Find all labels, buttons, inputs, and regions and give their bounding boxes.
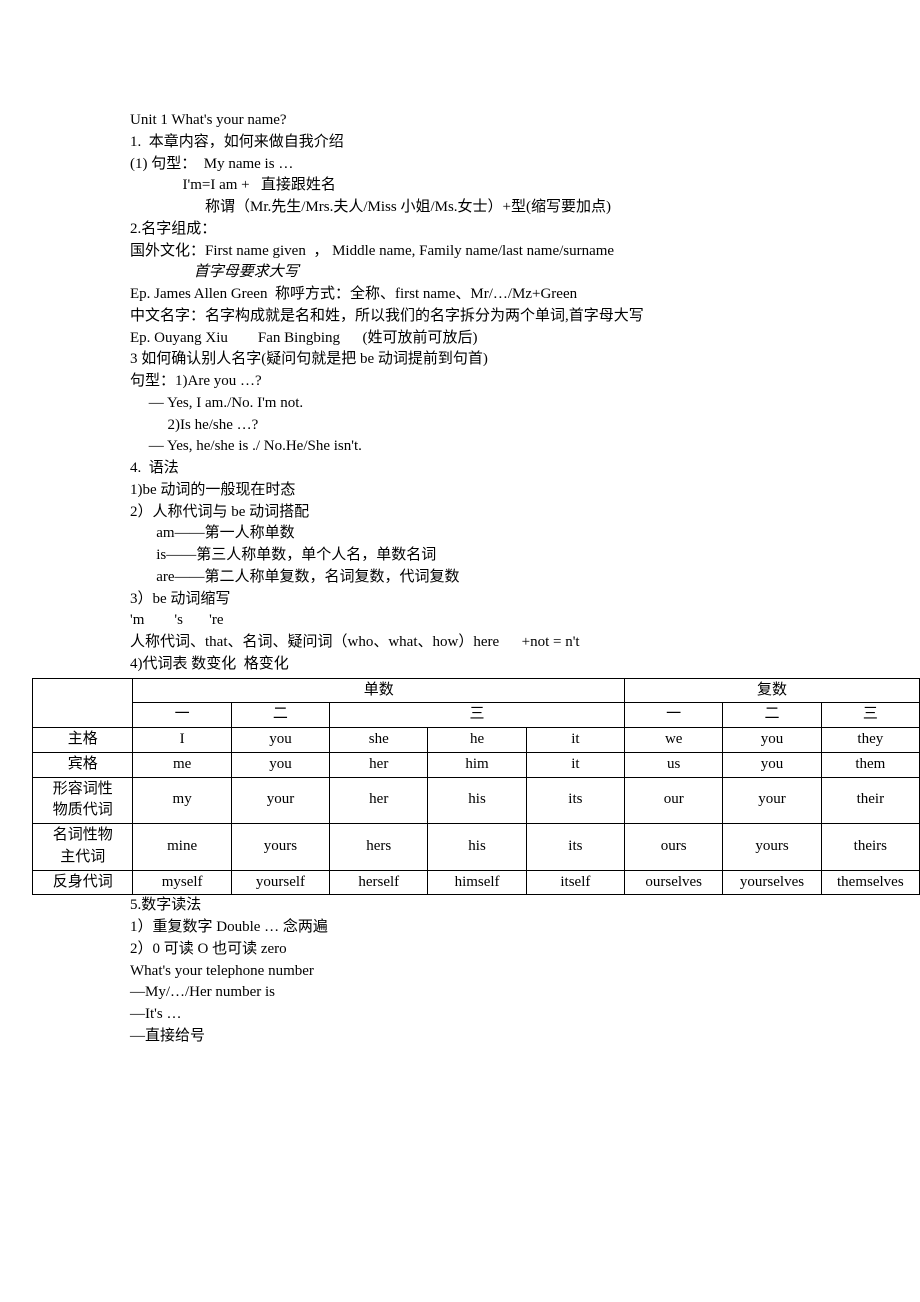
table-body: 主格Iyousheheitweyouthey宾格meyouherhimitusy…	[33, 728, 920, 895]
section-5-line: —My/…/Her number is	[130, 982, 890, 1004]
table-cell: ourselves	[625, 870, 723, 895]
section-5: 5.数字读法	[130, 895, 890, 917]
table-cell: you	[723, 752, 821, 777]
table-cell: it	[526, 728, 624, 753]
table-corner-cell	[33, 678, 133, 728]
table-row: 形容词性物质代词myyourherhisitsouryourtheir	[33, 777, 920, 824]
row-label: 形容词性物质代词	[33, 777, 133, 824]
row-label: 主格	[33, 728, 133, 753]
section-3-line: 句型：1)Are you …?	[130, 371, 890, 393]
table-header-row: 单数 复数	[33, 678, 920, 703]
section-3-line: — Yes, I am./No. I'm not.	[130, 393, 890, 415]
table-cell: his	[428, 824, 526, 871]
table-cell: hers	[330, 824, 428, 871]
table-cell: theirs	[821, 824, 919, 871]
table-cell: their	[821, 777, 919, 824]
table-cell: herself	[330, 870, 428, 895]
section-2-line: Ep. James Allen Green 称呼方式：全称、first name…	[130, 284, 890, 306]
section-5-line: —直接给号	[130, 1026, 890, 1048]
section-4-line: 4)代词表 数变化 格变化	[130, 654, 890, 676]
subheader-cell: 二	[723, 703, 821, 728]
section-4-line: 1)be 动词的一般现在时态	[130, 480, 890, 502]
table-row: 主格Iyousheheitweyouthey	[33, 728, 920, 753]
section-4: 4. 语法	[130, 458, 890, 480]
subheader-cell: 一	[133, 703, 231, 728]
table-cell: itself	[526, 870, 624, 895]
table-cell: themselves	[821, 870, 919, 895]
row-label: 反身代词	[33, 870, 133, 895]
section-4-line: is——第三人称单数，单个人名，单数名词	[130, 545, 890, 567]
section-4-line: 'm 's 're	[130, 610, 890, 632]
subheader-cell: 一	[625, 703, 723, 728]
table-cell: us	[625, 752, 723, 777]
section-4-line: 3）be 动词缩写	[130, 589, 890, 611]
table-cell: yours	[231, 824, 329, 871]
section-2-line: 中文名字：名字构成就是名和姓，所以我们的名字拆分为两个单词,首字母大写	[130, 306, 890, 328]
section-4-line: are——第二人称单复数，名词复数，代词复数	[130, 567, 890, 589]
table-cell: her	[330, 777, 428, 824]
unit-title: Unit 1 What's your name?	[130, 110, 890, 132]
table-cell: ours	[625, 824, 723, 871]
table-row: 宾格meyouherhimitusyouthem	[33, 752, 920, 777]
table-cell: we	[625, 728, 723, 753]
table-row: 反身代词myselfyourselfherselfhimselfitselfou…	[33, 870, 920, 895]
table-cell: her	[330, 752, 428, 777]
section-2-note: 首字母要求大写	[130, 262, 890, 284]
section-4-line: am——第一人称单数	[130, 523, 890, 545]
table-cell: yourself	[231, 870, 329, 895]
table-cell: me	[133, 752, 231, 777]
table-cell: I	[133, 728, 231, 753]
table-cell: my	[133, 777, 231, 824]
header-singular: 单数	[133, 678, 625, 703]
table-cell: they	[821, 728, 919, 753]
subheader-cell: 三	[330, 703, 625, 728]
page: Unit 1 What's your name? 1. 本章内容，如何来做自我介…	[0, 0, 920, 1302]
table-cell: himself	[428, 870, 526, 895]
section-4-line: 人称代词、that、名词、疑问词（who、what、how）here +not …	[130, 632, 890, 654]
table-cell: yours	[723, 824, 821, 871]
section-5-line: —It's …	[130, 1004, 890, 1026]
pronoun-table: 单数 复数 一 二 三 一 二 三 主格Iyousheheitweyouthey…	[32, 678, 920, 896]
table-cell: its	[526, 824, 624, 871]
section-1-line: I'm=I am + 直接跟姓名	[130, 175, 890, 197]
table-cell: our	[625, 777, 723, 824]
document-body: Unit 1 What's your name? 1. 本章内容，如何来做自我介…	[30, 110, 890, 1048]
table-cell: you	[231, 752, 329, 777]
table-cell: yourselves	[723, 870, 821, 895]
table-cell: him	[428, 752, 526, 777]
table-cell: you	[231, 728, 329, 753]
section-3: 3 如何确认别人名字(疑问句就是把 be 动词提前到句首)	[130, 349, 890, 371]
section-1-line: 称谓（Mr.先生/Mrs.夫人/Miss 小姐/Ms.女士）+型(缩写要加点)	[130, 197, 890, 219]
subheader-cell: 二	[231, 703, 329, 728]
section-3-line: — Yes, he/she is ./ No.He/She isn't.	[130, 436, 890, 458]
row-label: 名词性物主代词	[33, 824, 133, 871]
section-4-line: 2）人称代词与 be 动词搭配	[130, 502, 890, 524]
table-cell: them	[821, 752, 919, 777]
table-cell: you	[723, 728, 821, 753]
table-cell: myself	[133, 870, 231, 895]
section-3-line: 2)Is he/she …?	[130, 415, 890, 437]
section-5-line: 2）0 可读 O 也可读 zero	[130, 939, 890, 961]
table-cell: your	[723, 777, 821, 824]
table-subheader-row: 一 二 三 一 二 三	[33, 703, 920, 728]
table-cell: she	[330, 728, 428, 753]
section-1-line: (1) 句型： My name is …	[130, 154, 890, 176]
table-cell: his	[428, 777, 526, 824]
section-5-line: What's your telephone number	[130, 961, 890, 983]
table-cell: he	[428, 728, 526, 753]
header-plural: 复数	[625, 678, 920, 703]
table-cell: it	[526, 752, 624, 777]
section-2: 2.名字组成：	[130, 219, 890, 241]
table-row: 名词性物主代词mineyourshershisitsoursyourstheir…	[33, 824, 920, 871]
subheader-cell: 三	[821, 703, 919, 728]
table-cell: mine	[133, 824, 231, 871]
section-2-line: 国外文化：First name given ， Middle name, Fam…	[130, 241, 890, 263]
table-cell: its	[526, 777, 624, 824]
row-label: 宾格	[33, 752, 133, 777]
section-2-line: Ep. Ouyang Xiu Fan Bingbing (姓可放前可放后)	[130, 328, 890, 350]
table-cell: your	[231, 777, 329, 824]
section-5-line: 1）重复数字 Double … 念两遍	[130, 917, 890, 939]
section-1: 1. 本章内容，如何来做自我介绍	[130, 132, 890, 154]
